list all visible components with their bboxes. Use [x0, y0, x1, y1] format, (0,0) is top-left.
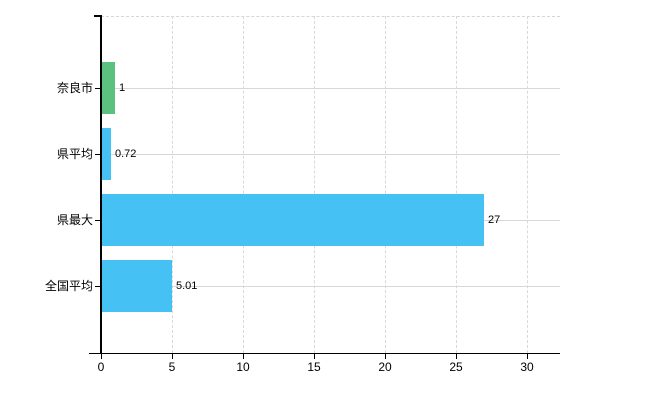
bar-県平均	[101, 128, 111, 180]
x-axis-tick	[456, 354, 457, 359]
x-axis-tick	[243, 354, 244, 359]
plot-area: 1 0.72 27 5.01	[101, 16, 560, 353]
category-label: 全国平均	[44, 279, 93, 293]
y-axis-tick	[95, 286, 101, 287]
x-tick-label: 0	[97, 360, 105, 374]
x-gridline	[243, 16, 244, 353]
x-tick-label: 20	[378, 360, 392, 374]
x-tick-label: 10	[236, 360, 250, 374]
x-gridline	[527, 16, 528, 353]
plot-top-gridline	[101, 16, 560, 17]
bar-全国平均	[101, 260, 172, 312]
bar-value-label: 5.01	[176, 280, 198, 292]
bar-value-label: 0.72	[115, 148, 137, 160]
x-axis-tick	[385, 354, 386, 359]
x-axis-tick	[527, 354, 528, 359]
bar-value-label: 1	[119, 82, 126, 94]
y-axis-tick	[95, 220, 101, 221]
category-label: 県平均	[56, 147, 93, 161]
x-gridline	[172, 16, 173, 353]
y-axis-tick	[95, 154, 101, 155]
x-gridline	[456, 16, 457, 353]
category-label: 奈良市	[56, 81, 93, 95]
x-tick-label: 5	[168, 360, 176, 374]
bar-県最大	[101, 194, 484, 246]
y-axis-line	[100, 15, 102, 354]
bar-奈良市	[101, 62, 115, 114]
category-gridline	[101, 154, 560, 155]
x-axis-line	[89, 353, 560, 354]
x-gridline	[385, 16, 386, 353]
bar-value-label: 27	[488, 214, 501, 226]
x-gridline	[314, 16, 315, 353]
x-axis-tick	[172, 354, 173, 359]
x-axis-tick	[101, 354, 102, 359]
category-gridline	[101, 286, 560, 287]
category-label: 県最大	[56, 213, 93, 227]
x-tick-label: 30	[520, 360, 534, 374]
x-tick-label: 15	[307, 360, 321, 374]
x-tick-label: 25	[449, 360, 463, 374]
x-axis-tick	[314, 354, 315, 359]
category-gridline	[101, 88, 560, 89]
y-axis-tick	[95, 88, 101, 89]
y-axis-top-tick	[94, 15, 101, 17]
